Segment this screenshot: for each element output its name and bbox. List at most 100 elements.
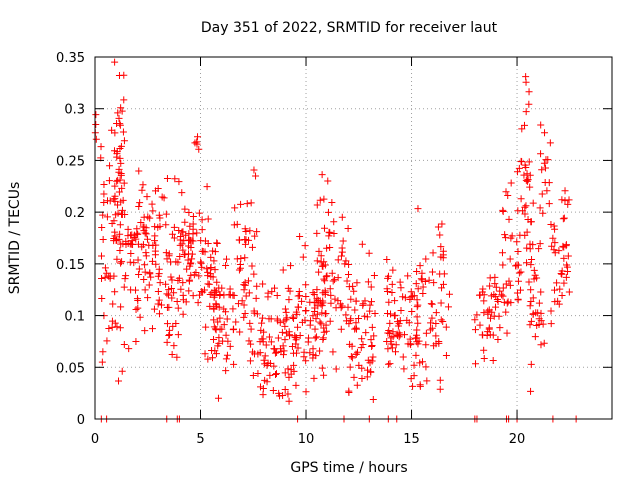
- data-point: [132, 305, 140, 313]
- data-point: [290, 361, 298, 369]
- data-point: [563, 261, 571, 269]
- data-point: [245, 289, 253, 297]
- data-point: [428, 268, 436, 276]
- data-point: [352, 324, 360, 332]
- y-tick-label: 0: [77, 413, 85, 428]
- data-point: [543, 187, 551, 195]
- data-point: [422, 363, 430, 371]
- data-point: [185, 277, 193, 285]
- data-point: [246, 227, 254, 235]
- data-point: [385, 330, 393, 338]
- data-point: [253, 282, 261, 290]
- data-point: [115, 377, 123, 385]
- data-point: [155, 265, 163, 273]
- data-point: [173, 297, 181, 305]
- data-point: [134, 304, 142, 312]
- data-point: [480, 291, 488, 299]
- data-point: [181, 250, 189, 258]
- data-point: [200, 286, 208, 294]
- data-point: [198, 216, 206, 224]
- data-point: [409, 382, 417, 390]
- data-point: [188, 255, 196, 263]
- data-point: [361, 312, 369, 320]
- data-point: [316, 196, 324, 204]
- data-point: [343, 277, 351, 285]
- data-point: [273, 291, 281, 299]
- data-point: [197, 288, 205, 296]
- data-point: [413, 303, 421, 311]
- data-point: [394, 318, 402, 326]
- data-point: [254, 350, 262, 358]
- data-point: [359, 300, 367, 308]
- data-point: [490, 291, 498, 299]
- data-point: [414, 285, 422, 293]
- data-point: [286, 331, 294, 339]
- data-point: [371, 309, 379, 317]
- data-point: [535, 245, 543, 253]
- data-point: [136, 199, 144, 207]
- data-point: [386, 360, 394, 368]
- data-point: [304, 338, 312, 346]
- data-point: [194, 299, 202, 307]
- data-point: [271, 370, 279, 378]
- data-point: [92, 135, 100, 143]
- data-point: [527, 218, 535, 226]
- data-point: [225, 291, 233, 299]
- data-point: [330, 229, 338, 237]
- data-point: [215, 339, 223, 347]
- data-point: [216, 314, 224, 322]
- data-point: [111, 182, 119, 190]
- data-point: [444, 303, 452, 311]
- data-point: [154, 288, 162, 296]
- data-point: [246, 357, 254, 365]
- data-point: [264, 293, 272, 301]
- data-point: [553, 279, 561, 287]
- data-point: [302, 388, 310, 396]
- data-point: [187, 244, 195, 252]
- data-point: [514, 277, 522, 285]
- data-point: [229, 305, 237, 313]
- data-point: [167, 273, 175, 281]
- data-point: [115, 165, 123, 173]
- x-tick-label: 0: [91, 432, 99, 447]
- data-point: [122, 237, 130, 245]
- data-point: [334, 297, 342, 305]
- data-point: [183, 265, 191, 273]
- data-point: [148, 325, 156, 333]
- data-point: [279, 342, 287, 350]
- data-point: [185, 209, 193, 217]
- data-point: [342, 257, 350, 265]
- x-tick-label: 20: [509, 432, 526, 447]
- data-point: [292, 381, 300, 389]
- data-point: [116, 121, 124, 129]
- data-point: [261, 360, 269, 368]
- data-point: [547, 320, 555, 328]
- data-point: [232, 318, 240, 326]
- data-point: [445, 290, 453, 298]
- data-point: [324, 208, 332, 216]
- data-point: [118, 184, 126, 192]
- data-point: [416, 262, 424, 270]
- data-point: [396, 278, 404, 286]
- data-point: [226, 285, 234, 293]
- data-point: [435, 339, 443, 347]
- data-point: [119, 128, 127, 136]
- data-point: [281, 385, 289, 393]
- data-point: [204, 268, 212, 276]
- data-point: [189, 225, 197, 233]
- data-point: [244, 277, 252, 285]
- data-point: [337, 252, 345, 260]
- data-point: [318, 364, 326, 372]
- data-point: [334, 274, 342, 282]
- data-point: [557, 270, 565, 278]
- data-point: [115, 114, 123, 122]
- data-point: [527, 387, 535, 395]
- data-point: [410, 361, 418, 369]
- data-point: [237, 200, 245, 208]
- data-point: [504, 192, 512, 200]
- data-point: [533, 274, 541, 282]
- data-point: [99, 236, 107, 244]
- data-point: [358, 335, 366, 343]
- data-point: [345, 271, 353, 279]
- data-point: [292, 349, 300, 357]
